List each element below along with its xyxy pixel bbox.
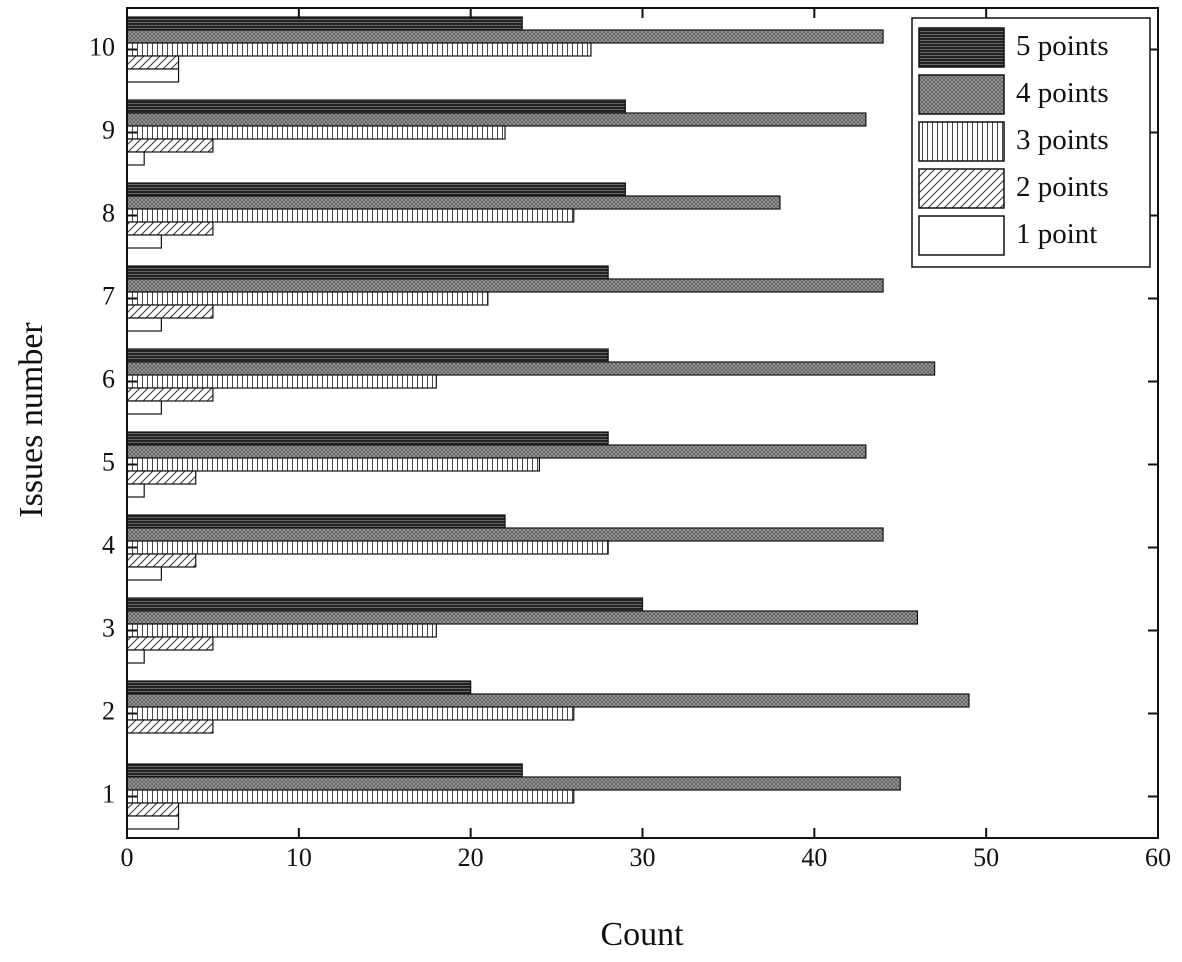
bar [126, 649, 145, 664]
bar [126, 789, 575, 804]
y-tick-label: 7 [102, 281, 115, 310]
bar [126, 221, 214, 236]
bar [126, 457, 540, 472]
bar [126, 374, 437, 389]
bar [126, 112, 867, 127]
y-tick-label: 8 [102, 198, 115, 227]
bar [126, 763, 523, 778]
bar [126, 125, 506, 140]
bar [126, 138, 214, 153]
bar [126, 99, 626, 114]
x-tick-label: 10 [286, 843, 312, 872]
bar [126, 151, 145, 166]
bar [126, 566, 162, 581]
x-axis-label: Count [600, 916, 684, 953]
bar [126, 776, 901, 791]
bar [126, 42, 592, 57]
bar [126, 361, 936, 376]
bar [126, 597, 644, 612]
bar [126, 527, 884, 542]
bar [126, 348, 609, 363]
legend-label: 3 points [1016, 124, 1109, 156]
y-tick-label: 1 [102, 779, 115, 808]
bar [126, 610, 919, 625]
y-tick-label: 4 [102, 530, 115, 559]
bar [126, 29, 884, 44]
bar [126, 444, 867, 459]
bar [126, 317, 162, 332]
y-tick-label: 2 [102, 696, 115, 725]
x-tick-label: 20 [458, 843, 484, 872]
x-tick-label: 30 [630, 843, 656, 872]
bar [126, 431, 609, 446]
bar [126, 16, 523, 31]
bar [126, 553, 197, 568]
bar [126, 400, 162, 415]
y-tick-label: 6 [102, 364, 115, 393]
bar [126, 195, 781, 210]
legend-swatch [918, 168, 1005, 209]
bar [126, 68, 180, 83]
bar [126, 55, 180, 70]
bar [126, 234, 162, 249]
y-tick-label: 10 [89, 32, 115, 61]
legend-swatch [918, 74, 1005, 115]
y-axis-label: Issues number [13, 322, 50, 518]
x-tick-label: 40 [801, 843, 827, 872]
bar [126, 540, 609, 555]
bar [126, 208, 575, 223]
legend-swatch [918, 121, 1005, 162]
legend-label: 4 points [1016, 77, 1109, 109]
x-tick-label: 0 [121, 843, 134, 872]
bar [126, 483, 145, 498]
bar [126, 693, 970, 708]
legend-label: 1 point [1016, 218, 1097, 250]
bar [126, 291, 489, 306]
legend-swatch [918, 27, 1005, 68]
y-tick-label: 5 [102, 447, 115, 476]
bar [126, 719, 214, 734]
y-tick-label: 9 [102, 115, 115, 144]
bar [126, 265, 609, 280]
bar [126, 802, 180, 817]
bar [126, 304, 214, 319]
y-tick-label: 3 [102, 613, 115, 642]
bar [126, 706, 575, 721]
bar [126, 680, 472, 695]
x-tick-label: 60 [1145, 843, 1171, 872]
legend-label: 5 points [1016, 30, 1109, 62]
bar [126, 470, 197, 485]
x-tick-label: 50 [973, 843, 999, 872]
bar [126, 514, 506, 529]
bar [126, 278, 884, 293]
bar [126, 815, 180, 830]
bar [126, 182, 626, 197]
bar [126, 636, 214, 651]
legend-swatch [918, 215, 1005, 256]
bar [126, 623, 437, 638]
bar [126, 387, 214, 402]
legend-label: 2 points [1016, 171, 1109, 203]
